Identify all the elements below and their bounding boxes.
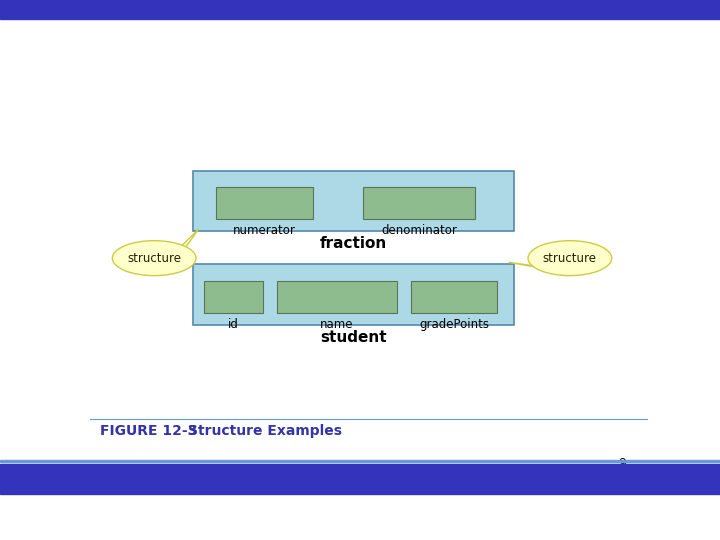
Text: structure: structure [543,252,597,265]
Text: denominator: denominator [382,225,457,238]
FancyBboxPatch shape [193,265,514,325]
Text: FIGURE 12-3: FIGURE 12-3 [100,424,197,438]
Text: id: id [228,318,239,331]
Text: name: name [320,318,354,331]
FancyBboxPatch shape [277,281,397,313]
Text: fraction: fraction [320,236,387,251]
Polygon shape [156,229,199,271]
Text: structure: structure [127,252,181,265]
Text: 9: 9 [618,457,626,470]
FancyBboxPatch shape [204,281,263,313]
Ellipse shape [112,241,196,275]
FancyBboxPatch shape [411,281,498,313]
FancyBboxPatch shape [215,187,313,219]
Text: Structure Examples: Structure Examples [188,424,342,438]
Text: gradePoints: gradePoints [419,318,489,331]
FancyBboxPatch shape [193,171,514,231]
Polygon shape [508,262,568,271]
FancyBboxPatch shape [364,187,475,219]
Ellipse shape [528,241,612,275]
Text: numerator: numerator [233,225,296,238]
Text: student: student [320,329,387,345]
